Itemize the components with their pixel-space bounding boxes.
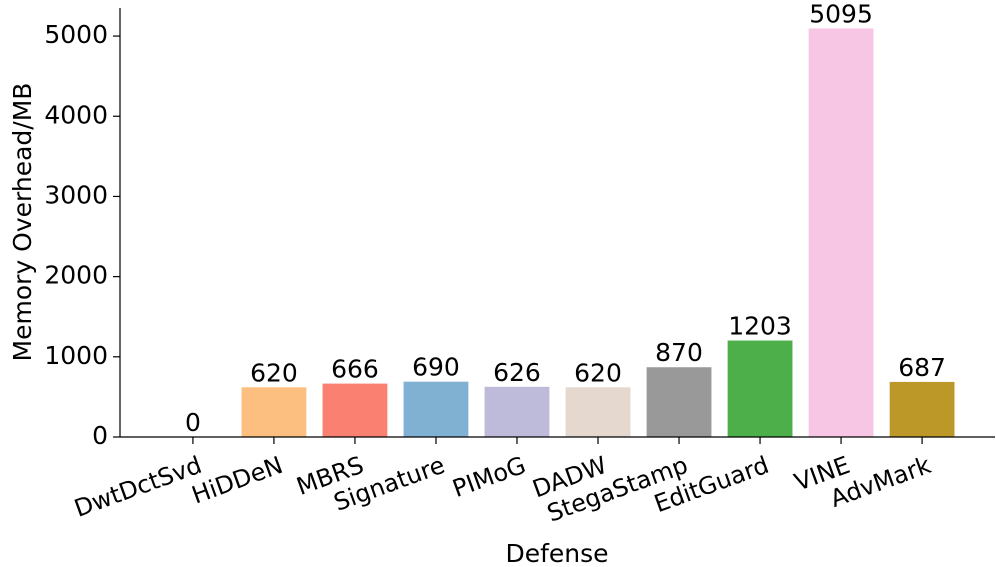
bar — [484, 386, 550, 437]
bar — [889, 381, 955, 437]
bar — [727, 340, 793, 437]
x-tick-label: DwtDctSvd — [71, 451, 206, 523]
bar — [646, 367, 712, 437]
y-tick-label: 2000 — [44, 261, 108, 290]
value-label: 1203 — [728, 312, 792, 341]
y-tick-label: 3000 — [44, 180, 108, 209]
value-label: 5095 — [809, 0, 873, 28]
x-axis-label: Defense — [505, 539, 608, 567]
bar — [808, 28, 874, 438]
x-tick-label: HiDDeN — [188, 451, 286, 510]
y-tick-label: 0 — [92, 421, 108, 450]
x-tick-label: PIMoG — [449, 451, 530, 503]
y-axis-label: Memory Overhead/MB — [8, 83, 37, 362]
value-label: 626 — [493, 358, 541, 387]
y-tick-label: 4000 — [44, 100, 108, 129]
y-tick-label: 1000 — [44, 341, 108, 370]
bar — [322, 383, 388, 437]
bar — [403, 381, 469, 437]
bar — [241, 387, 307, 437]
value-label: 687 — [898, 353, 946, 382]
value-label: 620 — [574, 358, 622, 387]
value-label: 666 — [331, 355, 379, 384]
value-label: 690 — [412, 353, 460, 382]
y-tick-label: 5000 — [44, 20, 108, 49]
value-label: 620 — [250, 358, 298, 387]
value-label: 870 — [655, 338, 703, 367]
value-label: 0 — [185, 408, 201, 437]
bar — [565, 387, 631, 437]
